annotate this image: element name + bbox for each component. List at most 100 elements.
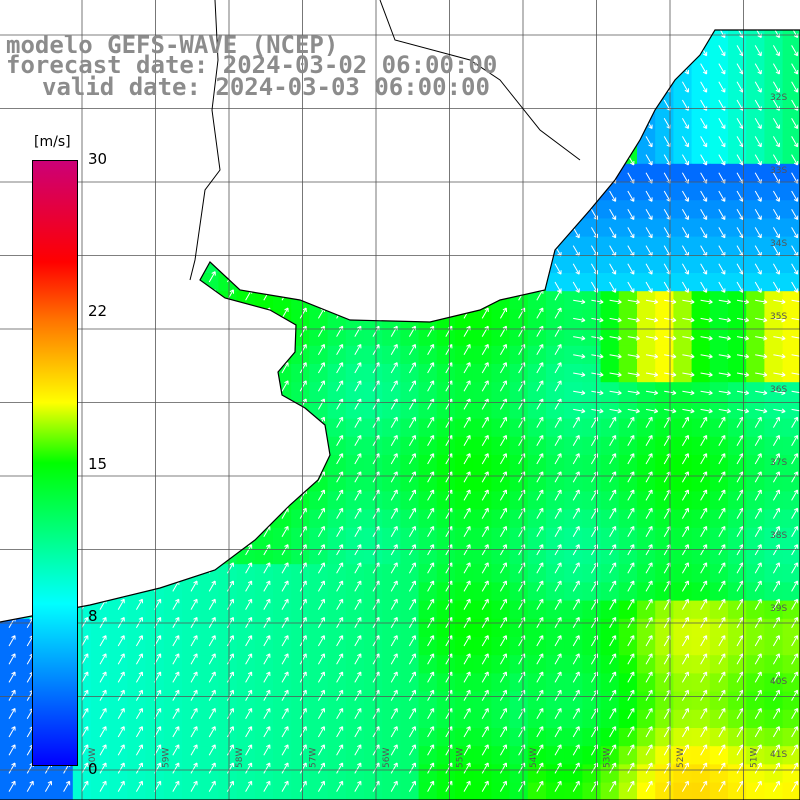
wind-cell xyxy=(273,291,292,310)
wind-cell xyxy=(109,509,128,529)
wind-arrow xyxy=(572,416,580,428)
wind-arrow xyxy=(263,762,271,774)
wind-arrow xyxy=(190,380,198,392)
wind-arrow xyxy=(773,9,779,19)
wind-arrow xyxy=(226,507,234,519)
wind-arrow xyxy=(99,289,107,301)
wind-arrow xyxy=(263,198,271,210)
wind-arrow xyxy=(318,17,324,27)
wind-arrow xyxy=(754,227,762,239)
wind-arrow xyxy=(791,117,799,130)
wind-cell xyxy=(327,163,347,183)
wind-arrow xyxy=(263,507,271,519)
wind-arrow xyxy=(354,271,362,283)
wind-cell xyxy=(0,436,19,456)
wind-arrow xyxy=(718,30,726,39)
wind-arrow xyxy=(554,343,562,356)
wind-cell xyxy=(327,491,347,511)
wind-cell xyxy=(509,382,529,401)
wind-arrow xyxy=(536,216,544,228)
wind-cell xyxy=(509,418,529,438)
wind-cell xyxy=(309,109,329,128)
wind-arrow xyxy=(463,744,471,756)
wind-arrow xyxy=(81,380,89,392)
wind-cell xyxy=(91,709,110,729)
wind-cell xyxy=(455,709,474,729)
wind-arrow xyxy=(736,489,744,501)
wind-arrow xyxy=(427,125,435,137)
wind-arrow xyxy=(263,362,271,374)
wind-arrow xyxy=(208,325,216,337)
wind-arrow xyxy=(627,507,635,519)
wind-cell xyxy=(327,436,347,456)
wind-cell xyxy=(418,364,438,383)
wind-cell xyxy=(327,145,347,165)
wind-cell xyxy=(527,327,547,347)
wind-cell xyxy=(163,491,183,511)
wind-cell xyxy=(91,109,110,128)
wind-cell xyxy=(618,455,638,474)
wind-cell xyxy=(91,746,110,765)
wind-arrow xyxy=(736,317,750,323)
wind-cell xyxy=(436,582,456,602)
wind-arrow xyxy=(645,653,653,665)
wind-cell xyxy=(618,127,638,147)
wind-arrow xyxy=(609,507,617,519)
wind-cell xyxy=(382,546,401,565)
wind-arrow xyxy=(736,689,744,701)
wind-arrow xyxy=(682,408,695,414)
wind-arrow xyxy=(773,353,786,359)
wind-cell xyxy=(764,600,784,620)
wind-arrow xyxy=(208,416,216,428)
wind-arrow xyxy=(445,689,453,701)
wind-arrow xyxy=(337,17,343,27)
wind-cell xyxy=(127,618,147,638)
wind-arrow xyxy=(317,726,325,738)
wind-arrow xyxy=(299,562,307,574)
wind-cell xyxy=(491,382,511,401)
wind-cell xyxy=(400,200,420,219)
wind-arrow xyxy=(172,307,180,319)
wind-cell xyxy=(273,546,292,565)
wind-arrow xyxy=(718,507,726,519)
wind-cell xyxy=(254,546,274,565)
wind-cell xyxy=(691,691,711,711)
wind-cell xyxy=(436,418,456,438)
wind-cell xyxy=(218,527,238,547)
wind-arrow xyxy=(117,580,125,592)
wind-arrow xyxy=(518,143,526,155)
wind-arrow xyxy=(645,353,659,359)
wind-arrow xyxy=(226,107,234,119)
wind-arrow xyxy=(499,125,507,137)
wind-arrow xyxy=(427,289,435,301)
wind-cell xyxy=(764,691,784,711)
wind-cell xyxy=(600,637,620,656)
wind-cell xyxy=(527,91,547,110)
wind-cell xyxy=(218,400,238,420)
wind-cell xyxy=(600,582,620,602)
wind-cell xyxy=(127,509,147,529)
wind-cell xyxy=(254,182,274,201)
wind-arrow xyxy=(27,0,33,9)
wind-arrow xyxy=(354,198,362,210)
lat-label: 34S xyxy=(770,239,787,249)
wind-cell xyxy=(582,618,602,638)
wind-cell xyxy=(327,182,347,201)
wind-cell xyxy=(527,546,547,565)
wind-cell xyxy=(145,236,165,256)
wind-cell xyxy=(418,182,438,201)
wind-cell xyxy=(418,709,438,729)
wind-arrow xyxy=(135,525,143,538)
wind-arrow xyxy=(135,598,143,610)
wind-cell xyxy=(382,163,401,183)
wind-cell xyxy=(582,436,602,456)
wind-cell xyxy=(709,728,729,747)
wind-arrow xyxy=(317,525,325,538)
wind-arrow xyxy=(408,780,416,792)
wind-arrow xyxy=(754,263,762,275)
wind-arrow xyxy=(445,125,453,137)
wind-arrow xyxy=(336,343,344,356)
wind-cell xyxy=(637,455,656,474)
wind-cell xyxy=(618,728,638,747)
wind-cell xyxy=(91,200,110,219)
